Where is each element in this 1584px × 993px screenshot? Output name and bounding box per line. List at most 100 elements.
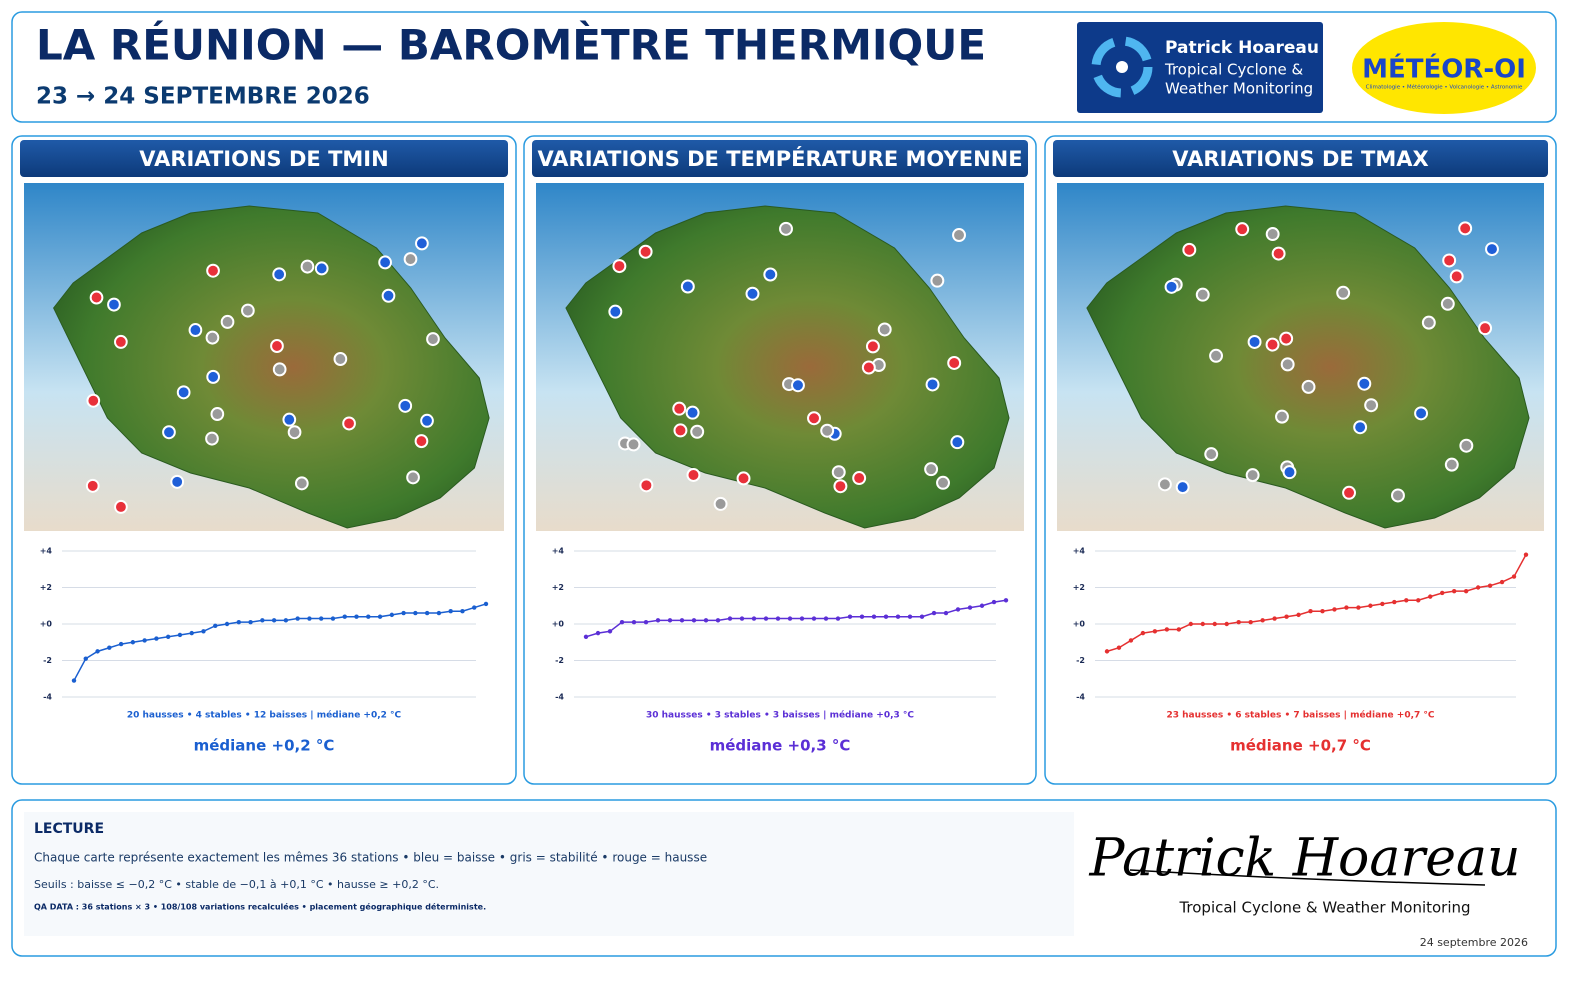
station-dot (638, 244, 653, 259)
point (342, 614, 347, 619)
point (931, 610, 937, 616)
point (787, 616, 793, 621)
point (1248, 619, 1253, 625)
logo-line: Weather Monitoring (1165, 80, 1313, 98)
logo2-name: MÉTÉOR-OI (1362, 53, 1526, 85)
y-tick-label: +0 (40, 620, 53, 629)
point (667, 618, 673, 623)
point (142, 638, 147, 643)
point (107, 645, 112, 650)
panel-title-bar (20, 140, 508, 177)
station-dot (381, 288, 396, 303)
point (1451, 588, 1457, 594)
station-dot (861, 360, 876, 375)
y-tick-label: -2 (555, 656, 564, 665)
point (389, 612, 395, 618)
station-dot (86, 393, 101, 408)
point (1176, 627, 1182, 632)
station-dot (420, 413, 434, 428)
point (991, 599, 997, 605)
station-dot (925, 377, 940, 392)
point (130, 640, 136, 645)
station-dot (1478, 321, 1493, 336)
station-dot (1279, 331, 1294, 346)
station-dot (188, 323, 203, 338)
station-dot (1459, 438, 1474, 453)
point (955, 607, 961, 612)
station-dot (114, 499, 128, 514)
station-dot (736, 471, 751, 486)
station-dot (210, 407, 225, 422)
point (1416, 598, 1421, 603)
station-dot (936, 475, 950, 490)
y-tick-label: -2 (1076, 656, 1085, 665)
point (679, 618, 685, 623)
point (377, 614, 383, 619)
station-dot (924, 462, 939, 477)
map (565, 205, 1010, 529)
point (943, 610, 949, 616)
station-dot (1209, 348, 1224, 363)
point (919, 614, 925, 619)
station-dot (270, 339, 284, 354)
y-tick-label: -4 (1076, 693, 1085, 702)
point (1320, 609, 1325, 614)
station-dot (952, 228, 966, 243)
station-dot (162, 425, 176, 440)
point (607, 629, 613, 634)
station-dot (1353, 420, 1368, 435)
map (1086, 205, 1530, 529)
point (472, 605, 477, 610)
point (154, 636, 159, 641)
point (691, 618, 697, 623)
point (1116, 645, 1122, 650)
lecture-panel (24, 812, 1074, 936)
point (1344, 605, 1349, 610)
point (1296, 612, 1301, 618)
y-tick-label: +4 (1073, 547, 1086, 556)
station-dot (1265, 227, 1280, 242)
station-dot (1282, 465, 1297, 480)
station-dot (1485, 242, 1499, 257)
station-dot (1247, 334, 1262, 349)
station-dot (1204, 447, 1219, 462)
station-dot (626, 437, 641, 452)
point (643, 619, 649, 625)
panel-title: VARIATIONS DE TEMPÉRATURE MOYENNE (537, 146, 1022, 171)
station-dot (406, 470, 420, 485)
point (307, 616, 312, 621)
point (460, 609, 465, 614)
point (448, 609, 453, 614)
station-dot (415, 236, 429, 251)
station-dot (930, 273, 945, 288)
point (1511, 574, 1517, 579)
point (739, 616, 745, 621)
station-dot (1449, 269, 1464, 284)
station-dot (672, 401, 687, 416)
station-dot (1175, 480, 1190, 495)
station-dot (680, 279, 695, 294)
y-tick-label: +4 (552, 547, 565, 556)
station-dot (1442, 253, 1457, 268)
station-dot (1275, 409, 1289, 424)
station-dot (282, 412, 297, 427)
station-dot (1164, 279, 1179, 294)
point (424, 610, 430, 616)
station-dot (673, 423, 688, 438)
panel-title-bar (1053, 140, 1548, 177)
station-dot (176, 385, 191, 400)
station-dot (1458, 221, 1473, 236)
point (1272, 616, 1277, 621)
point (213, 623, 218, 629)
point (1152, 629, 1158, 634)
station-dot (1414, 406, 1429, 421)
point (847, 614, 853, 619)
station-dot (403, 252, 418, 267)
point (436, 610, 442, 616)
station-dot (1342, 485, 1357, 500)
point (401, 610, 406, 616)
logo-eye (1116, 61, 1128, 73)
station-dot (690, 424, 705, 439)
point (811, 616, 817, 621)
